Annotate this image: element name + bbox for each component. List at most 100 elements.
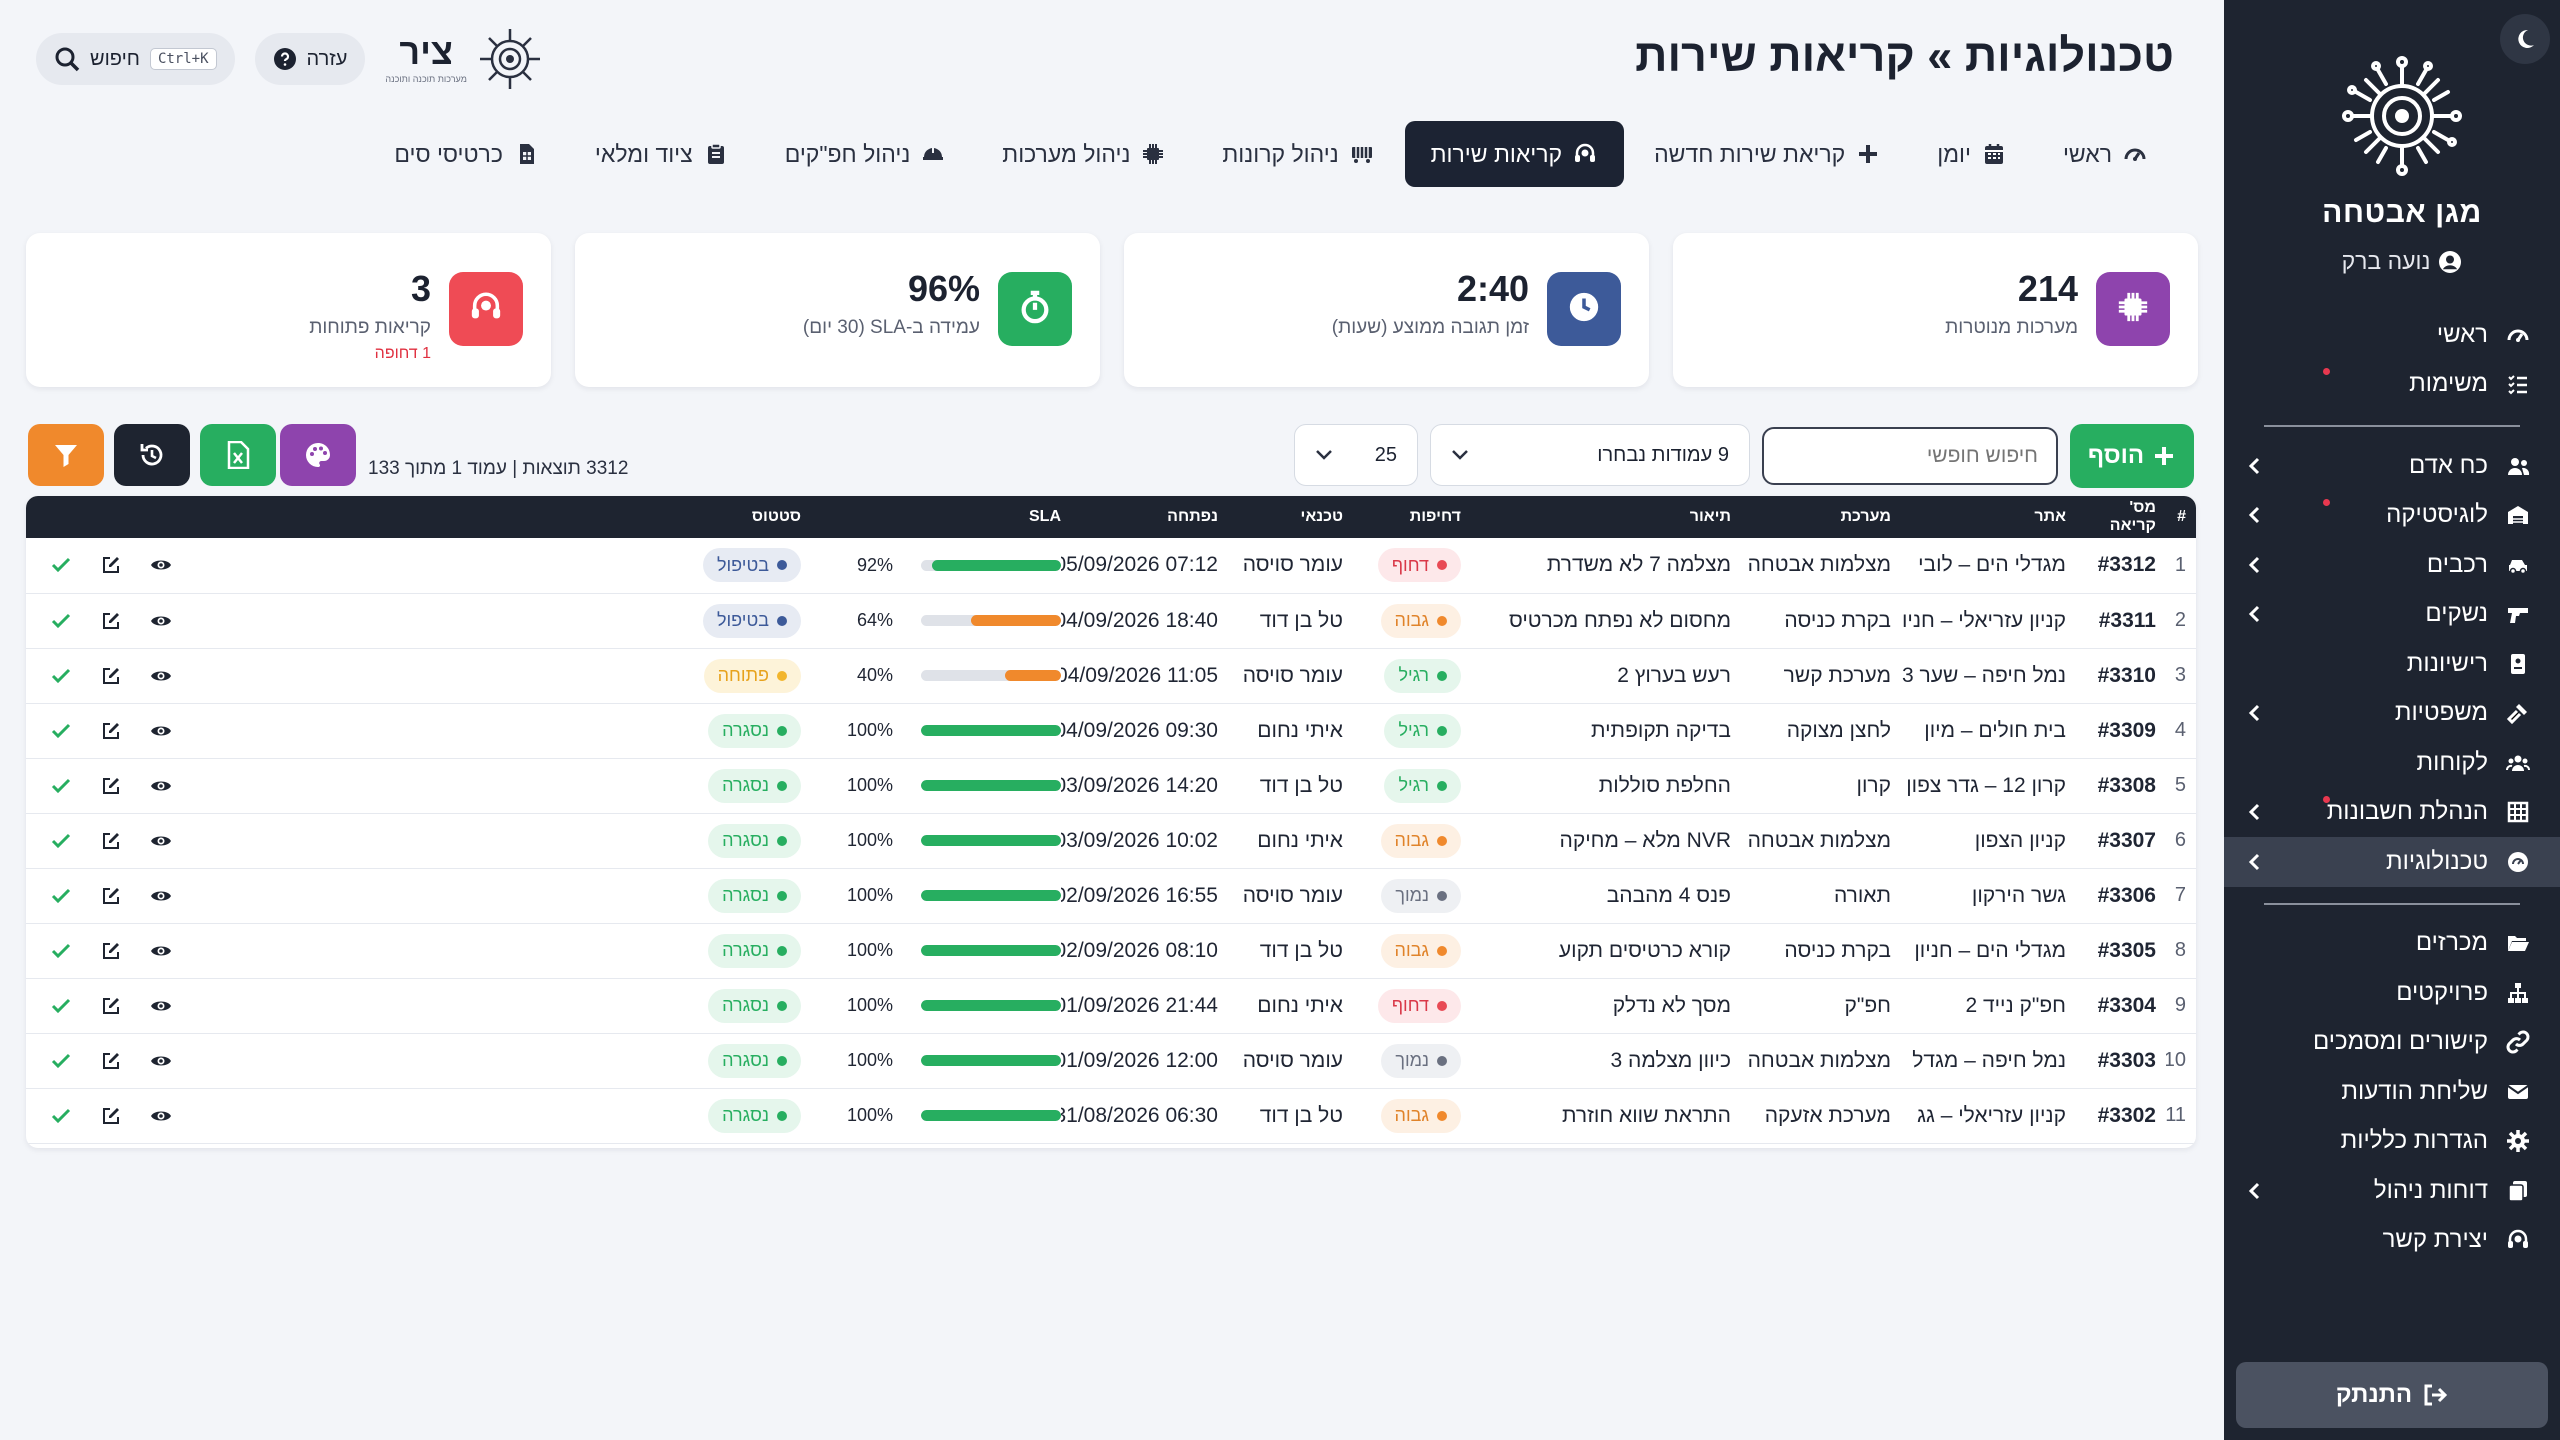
sidebar-item[interactable]: לקוחות (2224, 738, 2560, 788)
check-icon[interactable] (50, 995, 72, 1017)
tab[interactable]: ניהול מערכות (976, 121, 1192, 187)
sidebar-item[interactable]: משפטיות (2224, 689, 2560, 739)
edit-icon[interactable] (100, 1050, 122, 1072)
check-icon[interactable] (50, 554, 72, 576)
reset-button[interactable] (114, 424, 190, 486)
filter-button[interactable] (28, 424, 104, 486)
tab[interactable]: ניהול קרונות (1196, 121, 1400, 187)
call-id[interactable]: #3308 (2097, 773, 2156, 797)
table-row[interactable]: 7 #3306 גשר הירקון תאורה פנס 4 מהבהב נמו… (26, 868, 2196, 923)
table-row[interactable]: 11 #3302 קניון עזריאלי – גג מערכת אזעקה … (26, 1088, 2196, 1143)
theme-button[interactable] (280, 424, 356, 486)
eye-icon[interactable] (150, 830, 172, 852)
table-row[interactable]: 6 #3307 קניון הצפון מצלמות אבטחה NVR מלא… (26, 813, 2196, 868)
column-header[interactable]: מס' קריאה (2109, 499, 2156, 534)
free-search-input[interactable] (1762, 427, 2058, 485)
tab[interactable]: ניהול חפ"קים (759, 121, 973, 187)
sidebar-item[interactable]: טכנולוגיות (2224, 837, 2560, 887)
eye-icon[interactable] (150, 1050, 172, 1072)
column-header[interactable]: סטטוס (751, 508, 801, 525)
column-header[interactable]: טכנאי (1300, 508, 1344, 525)
sidebar-item[interactable]: מכרזים (2224, 919, 2560, 969)
check-icon[interactable] (50, 1050, 72, 1072)
tab[interactable]: קריאת שירות חדשה (1628, 121, 1907, 187)
table-row[interactable]: 9 #3304 חפ"ק נייד 2 חפ"ק מסך לא נדלק דחו… (26, 978, 2196, 1033)
sidebar-item[interactable]: רישיונות (2224, 639, 2560, 689)
tab[interactable]: כרטיסי סים (368, 121, 565, 187)
check-icon[interactable] (50, 885, 72, 907)
edit-icon[interactable] (100, 830, 122, 852)
eye-icon[interactable] (150, 1105, 172, 1127)
column-header[interactable]: # (2177, 508, 2186, 525)
check-icon[interactable] (50, 610, 72, 632)
edit-icon[interactable] (100, 554, 122, 576)
sidebar-item[interactable]: רכבים (2224, 540, 2560, 590)
eye-icon[interactable] (150, 610, 172, 632)
sidebar-item[interactable]: יצירת קשר (2224, 1216, 2560, 1266)
table-row[interactable]: 8 #3305 מגדלי הים – חניון בקרת כניסה קור… (26, 923, 2196, 978)
column-header[interactable]: דחיפות (1409, 508, 1461, 525)
table-row[interactable]: 3 #3310 נמל חיפה – שער 3 מערכת קשר רעש ב… (26, 648, 2196, 703)
check-icon[interactable] (50, 830, 72, 852)
call-id[interactable]: #3303 (2097, 1048, 2156, 1072)
global-search-button[interactable]: חיפוש Ctrl+K (36, 33, 235, 85)
call-id[interactable]: #3307 (2097, 828, 2156, 852)
call-id[interactable]: #3306 (2097, 883, 2156, 907)
check-icon[interactable] (50, 665, 72, 687)
check-icon[interactable] (50, 775, 72, 797)
export-excel-button[interactable] (200, 424, 276, 486)
eye-icon[interactable] (150, 775, 172, 797)
check-icon[interactable] (50, 940, 72, 962)
sidebar-item[interactable]: לוגיסטיקה (2224, 491, 2560, 541)
column-header[interactable]: תיאור (1689, 508, 1731, 525)
table-row[interactable]: 10 #3303 נמל חיפה – מגדל מצלמות אבטחה כי… (26, 1033, 2196, 1088)
tab[interactable]: קריאות שירות (1404, 121, 1625, 187)
edit-icon[interactable] (100, 775, 122, 797)
call-id[interactable]: #3302 (2097, 1103, 2156, 1127)
columns-select[interactable]: 9 עמודות נבחרו (1430, 424, 1750, 486)
help-button[interactable]: עזרה (254, 33, 366, 85)
table-row[interactable]: 2 #3311 קניון עזריאלי – חניון בקרת כניסה… (26, 593, 2196, 648)
eye-icon[interactable] (150, 940, 172, 962)
edit-icon[interactable] (100, 720, 122, 742)
tab[interactable]: ראשי (2037, 121, 2174, 187)
column-header[interactable]: מערכת (1840, 508, 1891, 525)
table-row[interactable]: 1 #3312 מגדלי הים – לובי מצלמות אבטחה מצ… (26, 538, 2196, 593)
sidebar-item[interactable]: ראשי (2224, 310, 2560, 360)
sidebar-item[interactable]: כח אדם (2224, 441, 2560, 491)
edit-icon[interactable] (100, 885, 122, 907)
check-icon[interactable] (50, 1105, 72, 1127)
column-header[interactable]: אתר (2034, 508, 2066, 525)
sidebar-item[interactable]: שליחת הודעות (2224, 1067, 2560, 1117)
eye-icon[interactable] (150, 665, 172, 687)
sidebar-item[interactable]: פרויקטים (2224, 968, 2560, 1018)
sidebar-item[interactable]: הנהלת חשבונות (2224, 788, 2560, 838)
sidebar-item[interactable]: נשקים (2224, 590, 2560, 640)
call-id[interactable]: #3305 (2097, 938, 2156, 962)
add-button[interactable]: הוסף (2070, 424, 2194, 488)
dark-mode-toggle[interactable] (2500, 14, 2550, 64)
eye-icon[interactable] (150, 554, 172, 576)
sidebar-item[interactable]: קישורים ומסמכים (2224, 1018, 2560, 1068)
check-icon[interactable] (50, 720, 72, 742)
call-id[interactable]: #3312 (2097, 553, 2156, 577)
logout-button[interactable]: התנתק (2236, 1362, 2548, 1428)
edit-icon[interactable] (100, 940, 122, 962)
table-row[interactable]: 4 #3309 בית חולים – מיון לחצן מצוקה בדיק… (26, 703, 2196, 758)
sidebar-item[interactable]: הגדרות כלליות (2224, 1117, 2560, 1167)
eye-icon[interactable] (150, 995, 172, 1017)
edit-icon[interactable] (100, 1105, 122, 1127)
call-id[interactable]: #3310 (2097, 663, 2156, 687)
eye-icon[interactable] (150, 885, 172, 907)
column-header[interactable]: נפתחה (1167, 508, 1218, 525)
call-id[interactable]: #3309 (2097, 718, 2156, 742)
call-id[interactable]: #3304 (2097, 993, 2156, 1017)
tab[interactable]: ציוד ומלאי (569, 121, 755, 187)
tab[interactable]: יומן (1911, 121, 2033, 187)
eye-icon[interactable] (150, 720, 172, 742)
sidebar-item[interactable]: דוחות ניהול (2224, 1166, 2560, 1216)
edit-icon[interactable] (100, 665, 122, 687)
sidebar-item[interactable]: משימות (2224, 360, 2560, 410)
call-id[interactable]: #3311 (2098, 608, 2156, 632)
edit-icon[interactable] (100, 610, 122, 632)
